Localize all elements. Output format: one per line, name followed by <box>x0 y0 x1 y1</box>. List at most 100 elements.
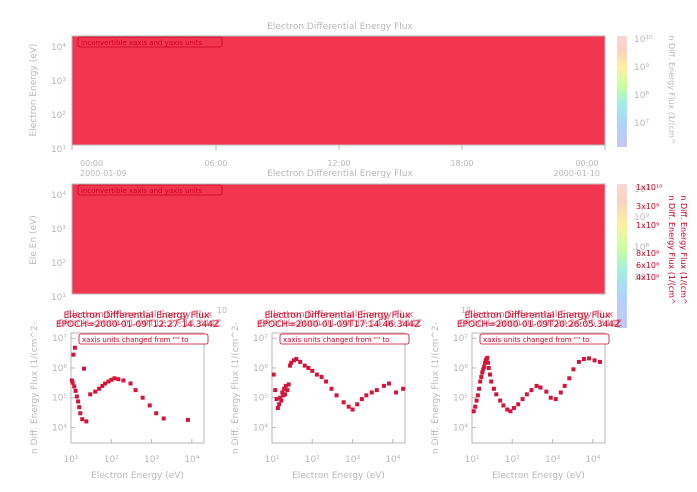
scatter-point <box>381 383 386 388</box>
scatter-point <box>140 395 145 400</box>
scatter-point <box>505 407 510 412</box>
scatter-point <box>314 372 319 377</box>
scatter-point <box>498 398 503 403</box>
middle-colorbar-red-tick: 6x10⁸ <box>636 261 659 270</box>
scatter-point <box>302 363 307 368</box>
scatter-xlabel: Electron Energy (eV) <box>292 471 385 481</box>
scatter-point <box>154 411 159 416</box>
middle-colorbar-label: n Diff. Energy Flux (1/(cm^ <box>679 195 688 304</box>
top-colorbar-tick: 10¹⁰ <box>634 35 653 45</box>
scatter-point <box>72 384 77 389</box>
scatter-point <box>534 383 539 388</box>
scatter-point <box>581 357 586 362</box>
scatter-point <box>80 417 85 422</box>
scatter-point <box>294 357 299 362</box>
top-xtick: 06:00 <box>204 159 227 168</box>
middle-colorbar-red-tick: 1x10¹⁰ <box>636 183 662 192</box>
middle-colorbar-red-tick: 1x10⁹ <box>636 221 659 230</box>
scatter-point <box>341 400 346 405</box>
scatter-point <box>78 411 83 416</box>
scatter-point <box>275 406 280 411</box>
scatter-point <box>271 372 276 377</box>
scatter-point <box>121 378 126 383</box>
scatter-error-message: xaxis units changed from "" to <box>82 336 188 344</box>
scatter-panel: Electron Differential Energy Flux Electro… <box>431 310 622 481</box>
scatter-ylabel: n Diff. Energy Flux (1/(cm^2- <box>30 322 40 454</box>
scatter-ytick: 10⁵ <box>453 394 468 404</box>
scatter-point <box>310 368 315 373</box>
scatter-ytick: 10⁷ <box>453 334 468 344</box>
middle-colorbar-red-tick: 4x10⁸ <box>636 273 659 282</box>
scatter-subtitle-overlay: EPOCH=2000-01-09T17:14:46.344Z <box>259 319 422 329</box>
scatter-point <box>288 363 293 368</box>
scatter-point <box>103 381 108 386</box>
scatter-xtick: 10³ <box>345 455 360 465</box>
scatter-point <box>471 409 476 414</box>
top-panel-title: Electron Differential Energy Flux <box>267 22 413 32</box>
scatter-subtitle: EPOCH=2000-01-09T17:14:46.344Z <box>257 320 420 330</box>
middle-ytick: 10¹ <box>51 293 66 303</box>
scatter-xtick: 10² <box>505 455 520 465</box>
scatter-point <box>359 397 364 402</box>
scatter-point <box>350 407 355 412</box>
top-xaxis-ticks <box>71 145 606 150</box>
scatter-point <box>185 417 190 422</box>
middle-colorbar <box>617 184 627 328</box>
scatter-frame <box>271 332 406 444</box>
scatter-point <box>482 360 487 365</box>
scatter-point <box>488 372 493 377</box>
scatter-point <box>489 379 494 384</box>
scatter-point <box>97 386 102 391</box>
top-ylabel: Electron Energy (eV) <box>29 44 39 137</box>
scatter-title-overlay: Electron Differential Energy Flux <box>468 310 614 320</box>
top-colorbar-tick: 10⁸ <box>634 91 649 101</box>
middle-spectrogram <box>71 183 606 295</box>
scatter-point <box>481 367 486 372</box>
middle-ytick: 10⁴ <box>51 191 66 201</box>
middle-ylabel: Ele En (eV) <box>29 215 39 265</box>
scatter-xlabel: Electron Energy (eV) <box>91 471 184 481</box>
scatter-point <box>84 419 89 424</box>
scatter-point <box>482 364 487 369</box>
scatter-point <box>74 394 79 399</box>
top-date-left: 2000-01-09 <box>80 169 127 178</box>
middle-panel-title: Electron Differential Energy Flux <box>267 169 413 179</box>
scatter-title-overlay: Electron Differential Energy Flux <box>67 310 213 320</box>
scatter-point <box>334 393 339 398</box>
middle-xtick-fragment: 10 <box>217 306 227 315</box>
scatter-point <box>109 377 114 382</box>
scatter-point <box>473 404 478 409</box>
middle-colorbar-tick: 10¹⁰ <box>634 185 653 195</box>
top-xtick: 12:00 <box>327 159 350 168</box>
scatter-point <box>576 359 581 364</box>
top-error-box <box>77 36 223 48</box>
top-date-right: 2000-01-10 <box>554 169 601 178</box>
scatter-ytick: 10⁶ <box>253 364 268 374</box>
scatter-point <box>474 398 479 403</box>
scatter-point <box>100 383 105 388</box>
scatter-frame <box>70 332 205 444</box>
scatter-point <box>374 388 379 393</box>
scatter-point <box>491 386 496 391</box>
scatter-xtick: 10³ <box>144 455 159 465</box>
scatter-point <box>277 402 282 407</box>
scatter-ylabel: n Diff. Energy Flux (1/(cm^2- <box>231 322 241 454</box>
scatter-error-box <box>78 333 209 345</box>
scatter-ytick: 10⁷ <box>253 334 268 344</box>
scatter-ytick: 10⁴ <box>253 423 268 433</box>
scatter-point <box>319 374 324 379</box>
middle-colorbar-label-overlay: n Diff. Energy Flux (1/(cm^ <box>667 195 676 304</box>
bottom-scatter-panels: Electron Differential Energy Flux Electro… <box>30 310 622 481</box>
scatter-point <box>306 365 311 370</box>
scatter-point <box>562 383 567 388</box>
scatter-point <box>72 345 77 350</box>
scatter-point <box>486 360 491 365</box>
top-spectrogram <box>71 35 606 146</box>
top-ytick: 10¹ <box>51 145 66 155</box>
scatter-point <box>477 386 482 391</box>
scatter-point <box>88 392 93 397</box>
scatter-point <box>73 388 78 393</box>
scatter-point <box>478 379 483 384</box>
scatter-point <box>394 390 399 395</box>
